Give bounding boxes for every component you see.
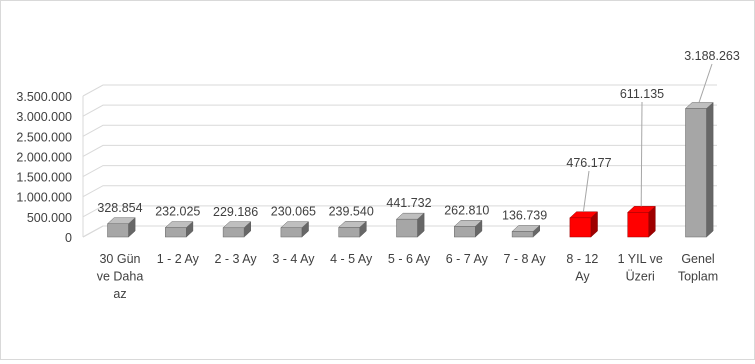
bar-side	[706, 101, 714, 238]
value-label: 232.025	[155, 205, 200, 219]
value-label: 229.186	[213, 205, 258, 219]
gridline	[82, 185, 717, 198]
bar-front	[685, 108, 707, 238]
value-label: 611.135	[620, 87, 664, 101]
y-tick-label: 3.500.000	[16, 90, 72, 104]
gridline	[82, 165, 717, 178]
y-tick-label: 1.000.000	[16, 191, 72, 205]
bar-front	[107, 223, 129, 238]
bar	[280, 221, 310, 238]
value-label: 262.810	[444, 203, 489, 217]
bar-front	[627, 212, 649, 238]
y-axis-ticks: 0 500.000 1.000.000 1.500.000 2.000.000 2.500…	[16, 90, 72, 245]
y-tick-label: 2.000.000	[16, 150, 72, 164]
bar-front	[396, 218, 418, 238]
value-label: 136.739	[502, 208, 547, 222]
x-tick-label: 8 - 12	[566, 252, 598, 266]
x-tick-label: ve Daha	[97, 270, 144, 284]
chart-walls	[82, 96, 104, 238]
bar-front	[280, 227, 303, 238]
gridline	[82, 144, 717, 157]
value-labels: 328.854 232.025 229.186 230.065 239.540 441.7…	[97, 49, 739, 222]
y-tick-label: 2.500.000	[16, 130, 72, 144]
x-tick-label: 5 - 6 Ay	[388, 252, 431, 266]
x-tick-label: 7 - 8 Ay	[504, 252, 547, 266]
bar	[511, 224, 541, 238]
gridlines	[82, 84, 717, 238]
bar-front	[165, 227, 187, 238]
bar-front	[222, 227, 245, 238]
bar	[684, 101, 714, 238]
x-tick-label: Üzeri	[626, 270, 655, 284]
x-axis-labels: 30 Gün ve Daha az 1 - 2 Ay 2 - 3 Ay 3 - 4 Ay 4…	[97, 252, 718, 301]
x-tick-label: Toplam	[678, 270, 718, 284]
bars	[106, 101, 714, 238]
gridline	[82, 104, 717, 117]
value-label: 476.177	[566, 156, 611, 170]
x-tick-label: 3 - 4 Ay	[272, 252, 315, 266]
bar-front	[511, 231, 534, 238]
bar-front	[454, 226, 476, 238]
gridline	[82, 124, 717, 137]
bar	[627, 205, 656, 238]
x-tick-label: 6 - 7 Ay	[446, 252, 489, 266]
x-tick-label: Ay	[575, 270, 590, 284]
bar	[164, 221, 194, 238]
y-tick-label: 1.500.000	[16, 171, 72, 185]
gridline	[82, 225, 717, 238]
x-tick-label: 1 - 2 Ay	[157, 252, 200, 266]
leader-line	[640, 101, 643, 207]
gridline	[82, 205, 717, 218]
leader-line	[582, 170, 590, 212]
bar	[395, 212, 425, 238]
x-tick-label: Genel	[681, 252, 714, 266]
value-label: 230.065	[271, 205, 316, 219]
bar	[222, 221, 252, 238]
value-label: 328.854	[97, 201, 142, 215]
x-tick-label: 30 Gün	[99, 252, 140, 266]
bar	[106, 217, 136, 238]
x-tick-label: az	[113, 287, 126, 301]
leader-line	[698, 63, 713, 103]
bar-front	[569, 217, 592, 238]
value-label: 441.732	[386, 196, 431, 210]
y-tick-label: 3.000.000	[16, 110, 72, 124]
x-tick-label: 1 YIL ve	[618, 252, 663, 266]
bar-front	[338, 227, 360, 238]
label-leader-lines	[582, 63, 713, 212]
y-tick-label: 500.000	[27, 211, 72, 225]
y-tick-label: 0	[65, 231, 72, 245]
value-label: 239.540	[329, 204, 374, 218]
value-label: 3.188.263	[684, 49, 740, 63]
bar	[338, 220, 367, 238]
gridline	[82, 84, 717, 97]
x-tick-label: 2 - 3 Ay	[215, 252, 258, 266]
bar	[569, 211, 599, 238]
x-tick-label: 4 - 5 Ay	[330, 252, 373, 266]
bar	[453, 219, 483, 238]
